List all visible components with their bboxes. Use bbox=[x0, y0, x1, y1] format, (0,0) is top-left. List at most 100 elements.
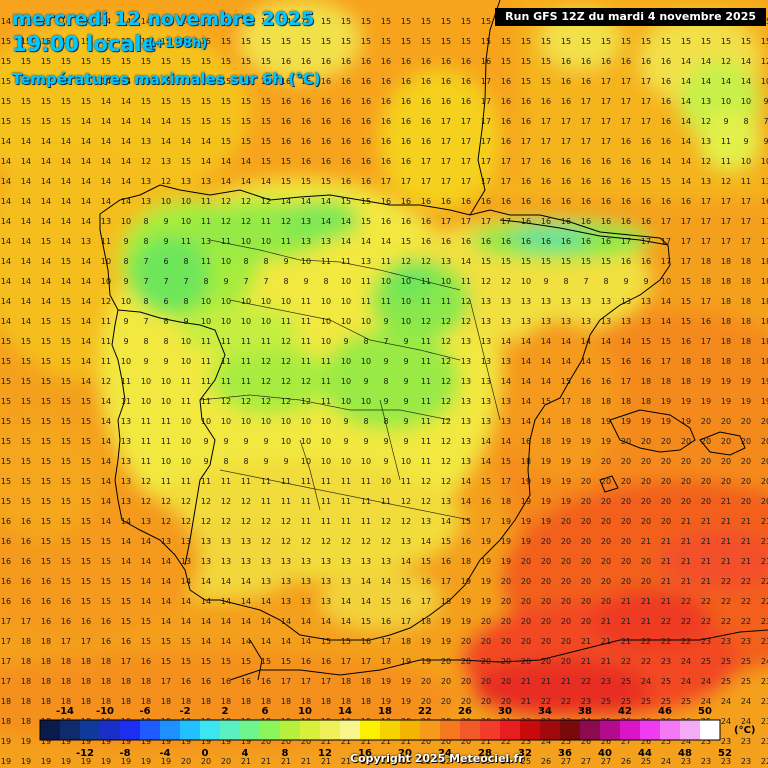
grid-value: 15 bbox=[361, 617, 371, 626]
grid-value: 23 bbox=[761, 737, 768, 746]
grid-value: 15 bbox=[1, 37, 11, 46]
grid-value: 11 bbox=[441, 297, 451, 306]
grid-value: 14 bbox=[101, 117, 111, 126]
grid-value: 20 bbox=[541, 617, 551, 626]
grid-value: 14 bbox=[1, 17, 11, 26]
grid-value: 13 bbox=[601, 317, 611, 326]
grid-value: 15 bbox=[261, 117, 271, 126]
grid-value: 10 bbox=[301, 417, 311, 426]
grid-value: 18 bbox=[761, 357, 768, 366]
grid-value: 9 bbox=[383, 457, 388, 466]
grid-value: 14 bbox=[681, 157, 691, 166]
grid-value: 17 bbox=[441, 137, 451, 146]
grid-value: 13 bbox=[501, 297, 511, 306]
grid-value: 21 bbox=[541, 677, 551, 686]
grid-value: 16 bbox=[281, 77, 291, 86]
grid-value: 11 bbox=[221, 477, 231, 486]
grid-value: 23 bbox=[681, 757, 691, 766]
grid-value: 17 bbox=[1, 657, 11, 666]
grid-value: 14 bbox=[101, 177, 111, 186]
grid-value: 14 bbox=[21, 217, 31, 226]
grid-value: 17 bbox=[501, 157, 511, 166]
grid-value: 14 bbox=[221, 157, 231, 166]
grid-value: 16 bbox=[461, 537, 471, 546]
grid-value: 14 bbox=[1, 297, 11, 306]
grid-value: 7 bbox=[183, 277, 188, 286]
grid-value: 14 bbox=[81, 317, 91, 326]
grid-value: 16 bbox=[621, 357, 631, 366]
grid-value: 14 bbox=[101, 77, 111, 86]
grid-value: 14 bbox=[341, 597, 351, 606]
grid-value: 11 bbox=[181, 377, 191, 386]
grid-value: 13 bbox=[461, 357, 471, 366]
grid-value: 19 bbox=[601, 437, 611, 446]
grid-value: 14 bbox=[281, 617, 291, 626]
grid-value: 7 bbox=[143, 317, 148, 326]
grid-value: 16 bbox=[421, 237, 431, 246]
grid-value: 20 bbox=[561, 617, 571, 626]
grid-value: 19 bbox=[401, 697, 411, 706]
grid-value: 15 bbox=[81, 437, 91, 446]
grid-value: 17 bbox=[701, 297, 711, 306]
grid-value: 15 bbox=[341, 197, 351, 206]
grid-value: 21 bbox=[701, 577, 711, 586]
grid-value: 15 bbox=[181, 157, 191, 166]
grid-value: 19 bbox=[301, 717, 311, 726]
grid-value: 14 bbox=[81, 297, 91, 306]
grid-value: 19 bbox=[61, 757, 71, 766]
grid-value: 16 bbox=[281, 57, 291, 66]
grid-value: 26 bbox=[641, 737, 651, 746]
grid-value: 16 bbox=[661, 57, 671, 66]
grid-value: 15 bbox=[41, 477, 51, 486]
grid-value: 17 bbox=[1, 617, 11, 626]
grid-value: 8 bbox=[243, 457, 248, 466]
grid-value: 14 bbox=[621, 337, 631, 346]
grid-value: 17 bbox=[741, 237, 751, 246]
grid-value: 16 bbox=[401, 77, 411, 86]
grid-value: 16 bbox=[401, 97, 411, 106]
grid-value: 19 bbox=[361, 717, 371, 726]
grid-value: 8 bbox=[363, 337, 368, 346]
grid-value: 10 bbox=[321, 337, 331, 346]
grid-value: 17 bbox=[501, 477, 511, 486]
grid-value: 17 bbox=[441, 177, 451, 186]
grid-value: 14 bbox=[701, 57, 711, 66]
grid-value: 11 bbox=[201, 397, 211, 406]
grid-value: 15 bbox=[1, 337, 11, 346]
grid-value: 22 bbox=[761, 597, 768, 606]
grid-value: 13 bbox=[481, 297, 491, 306]
grid-value: 16 bbox=[521, 437, 531, 446]
grid-value: 10 bbox=[381, 477, 391, 486]
grid-value: 15 bbox=[41, 557, 51, 566]
grid-value: 11 bbox=[201, 477, 211, 486]
grid-value: 15 bbox=[61, 317, 71, 326]
grid-value: 21 bbox=[761, 537, 768, 546]
grid-value: 15 bbox=[341, 637, 351, 646]
legend-unit: (°C) bbox=[734, 725, 756, 736]
grid-value: 17 bbox=[381, 177, 391, 186]
grid-value: 23 bbox=[741, 737, 751, 746]
grid-value: 12 bbox=[341, 537, 351, 546]
grid-value: 11 bbox=[361, 297, 371, 306]
grid-value: 14 bbox=[301, 637, 311, 646]
grid-value: 20 bbox=[541, 597, 551, 606]
grid-value: 21 bbox=[721, 517, 731, 526]
grid-value: 11 bbox=[401, 477, 411, 486]
grid-value: 11 bbox=[201, 337, 211, 346]
grid-value: 19 bbox=[541, 517, 551, 526]
grid-value: 14 bbox=[201, 597, 211, 606]
grid-value: 19 bbox=[401, 657, 411, 666]
grid-value: 15 bbox=[421, 37, 431, 46]
grid-value: 17 bbox=[301, 677, 311, 686]
grid-value: 20 bbox=[601, 457, 611, 466]
grid-value: 15 bbox=[361, 37, 371, 46]
grid-value: 10 bbox=[241, 417, 251, 426]
grid-value: 22 bbox=[701, 617, 711, 626]
grid-value: 14 bbox=[61, 137, 71, 146]
grid-value: 19 bbox=[561, 477, 571, 486]
grid-value: 14 bbox=[161, 577, 171, 586]
grid-value: 21 bbox=[741, 537, 751, 546]
grid-value: 13 bbox=[321, 577, 331, 586]
grid-value: 16 bbox=[101, 617, 111, 626]
grid-value: 20 bbox=[621, 577, 631, 586]
